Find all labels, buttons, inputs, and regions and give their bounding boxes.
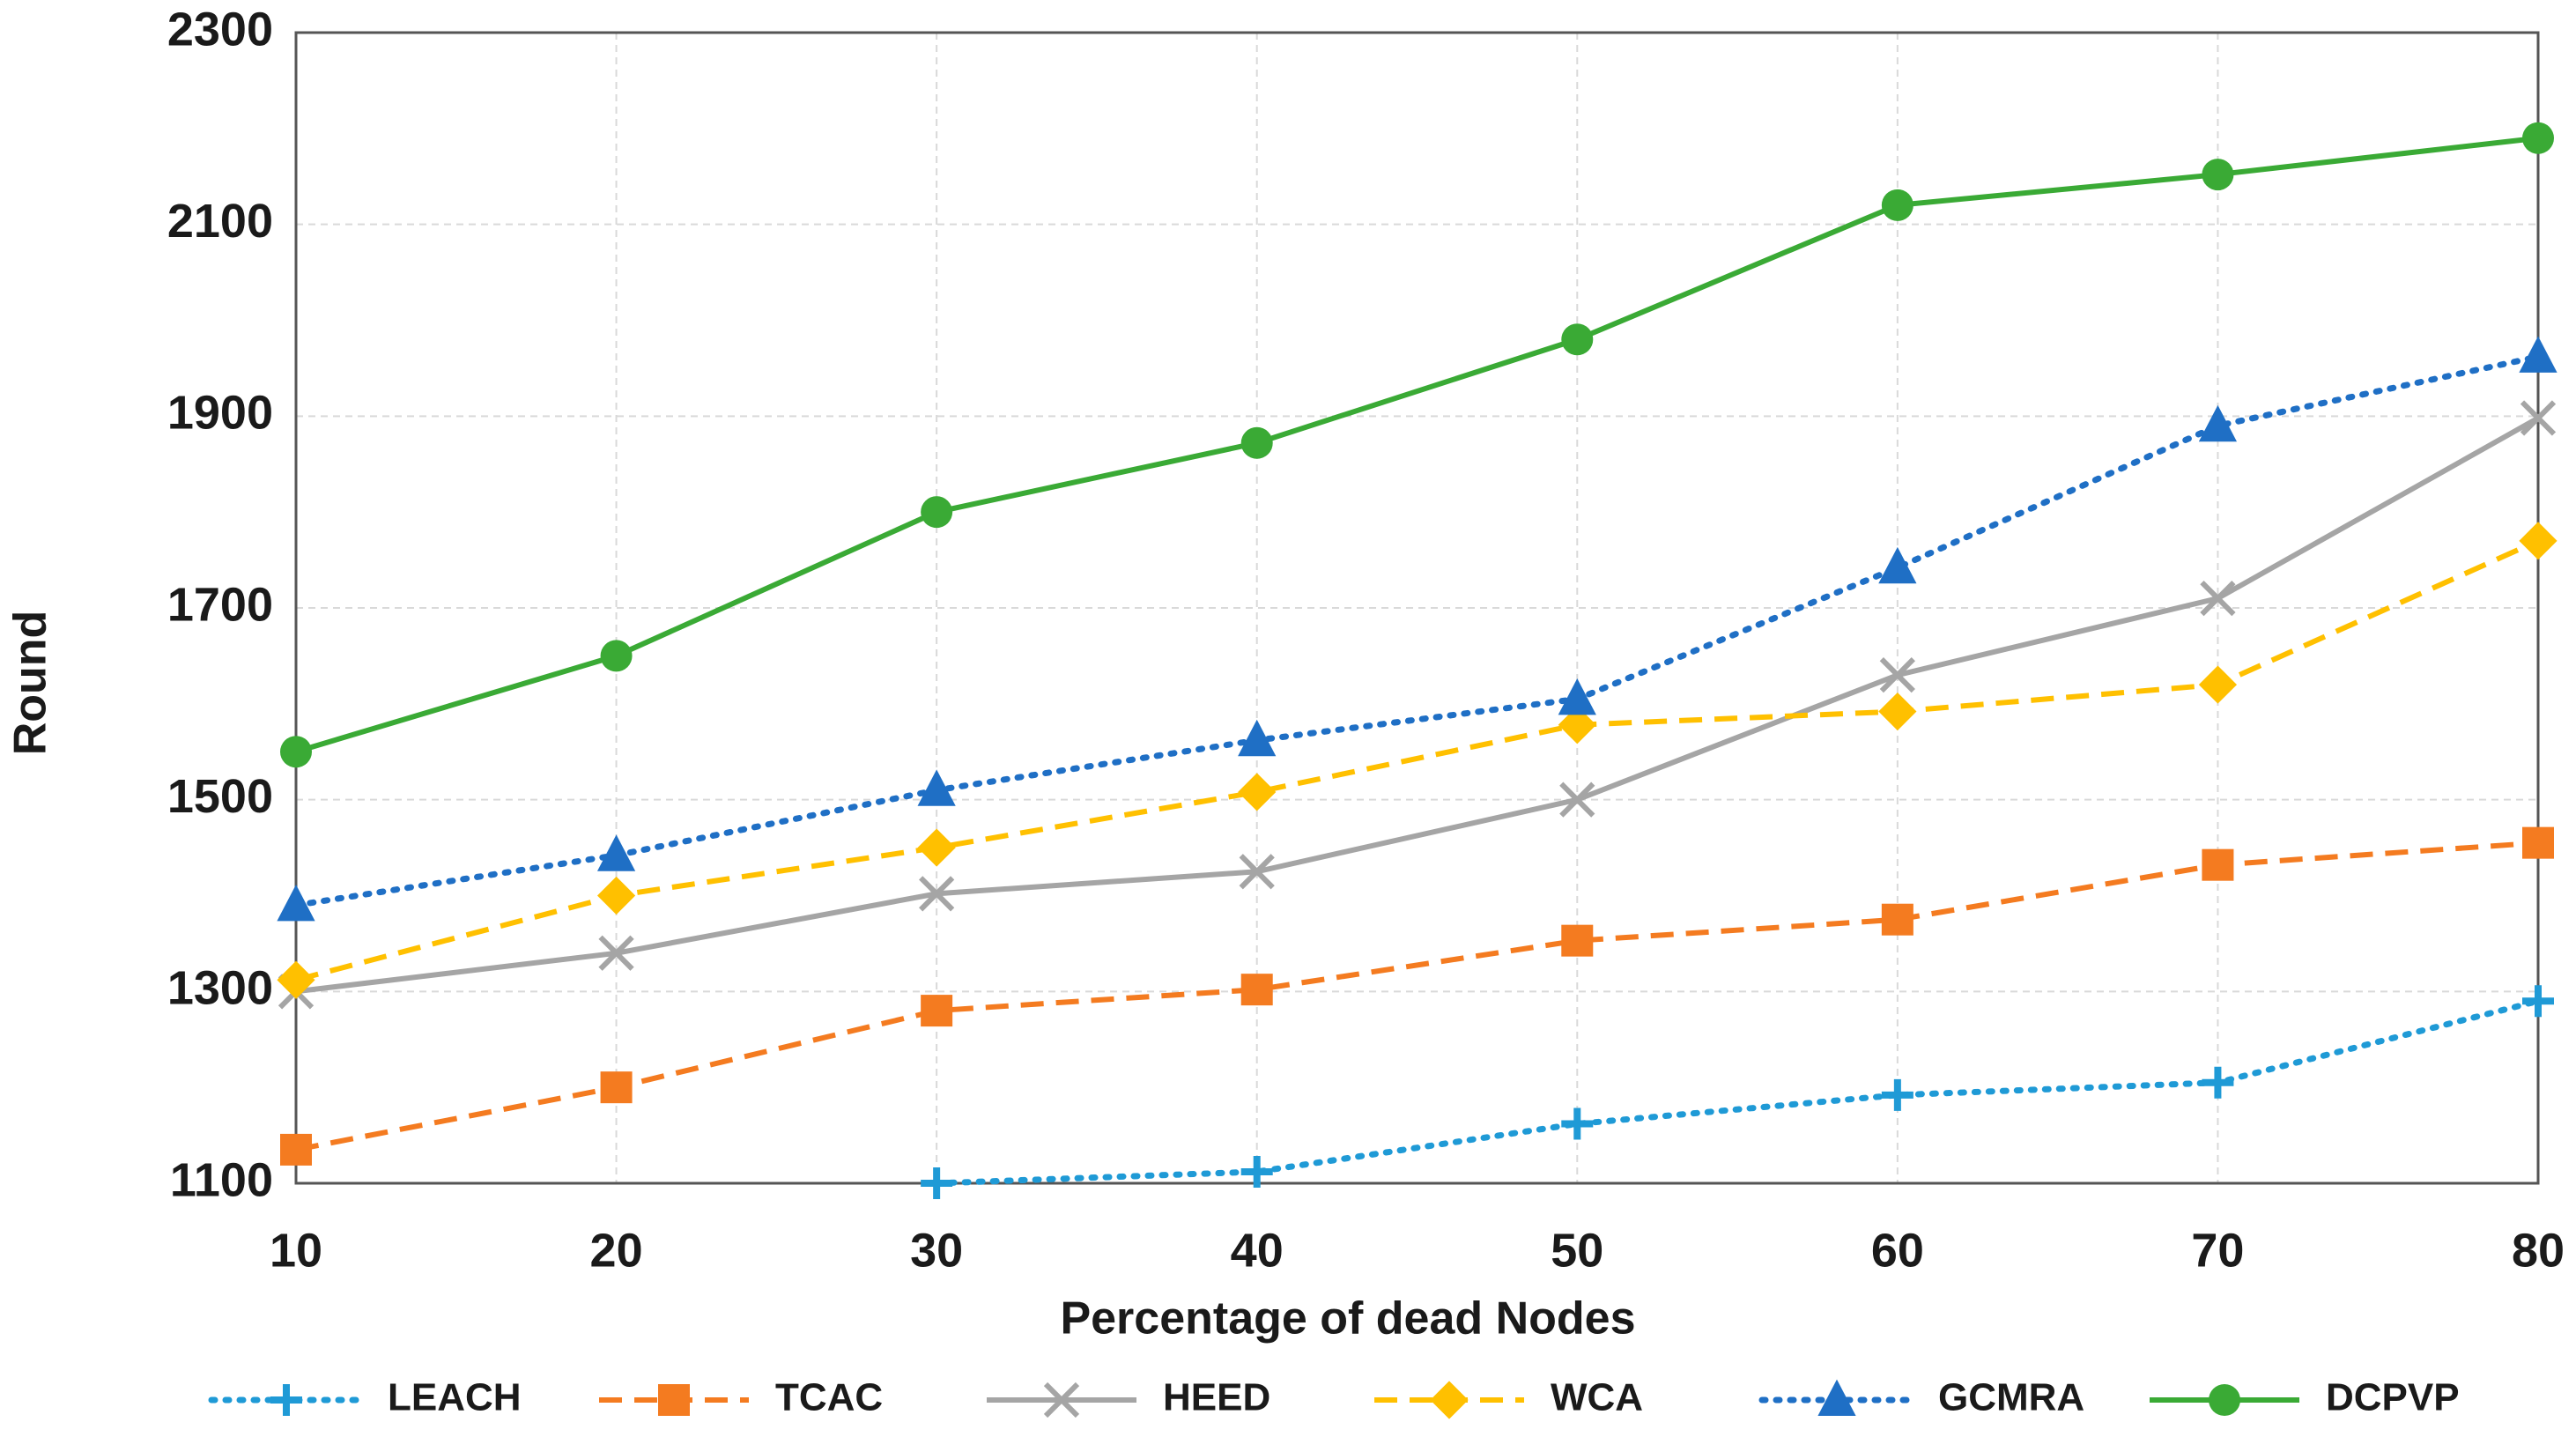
marker [1561, 924, 1594, 957]
x-tick-label: 40 [1231, 1224, 1284, 1277]
marker [1239, 854, 1275, 890]
x-tick-label: 30 [910, 1224, 963, 1277]
marker [1879, 657, 1915, 693]
y-tick-label: 2100 [167, 195, 273, 248]
marker [600, 1071, 633, 1104]
legend-item: LEACH [208, 1376, 522, 1419]
marker [1881, 189, 1913, 221]
y-tick-label: 1500 [167, 770, 273, 823]
marker [2198, 404, 2238, 442]
marker [2522, 985, 2554, 1018]
marker [1881, 903, 1913, 936]
marker [277, 884, 315, 922]
series-line [295, 135, 2539, 755]
marker [658, 1384, 690, 1416]
marker [917, 828, 956, 867]
marker [1558, 678, 1596, 715]
marker [1561, 323, 1594, 356]
x-tick-label: 80 [2512, 1224, 2565, 1277]
series-line [295, 415, 2540, 995]
y-tick-label: 1300 [167, 962, 273, 1015]
marker [596, 834, 636, 871]
legend-label: LEACH [388, 1376, 522, 1419]
marker [1817, 1379, 1856, 1416]
marker [2209, 1384, 2240, 1416]
marker [2519, 522, 2557, 560]
legend-item: HEED [987, 1376, 1270, 1419]
marker [1878, 546, 1917, 584]
marker [2198, 665, 2238, 704]
marker [921, 496, 953, 529]
marker [1878, 692, 1917, 731]
marker [1238, 719, 1277, 757]
marker [1240, 974, 1273, 1006]
marker [1559, 781, 1595, 818]
legend-label: TCAC [775, 1376, 883, 1419]
marker [921, 995, 953, 1027]
legend-item: GCMRA [1758, 1376, 2084, 1419]
legend-label: GCMRA [1938, 1376, 2084, 1419]
legend-item: TCAC [599, 1376, 883, 1419]
series-line [292, 353, 2542, 908]
marker [921, 1167, 953, 1199]
legend-label: WCA [1551, 1376, 1643, 1419]
marker [1558, 706, 1596, 744]
marker [1881, 1078, 1913, 1111]
marker [1240, 1155, 1273, 1188]
marker [2522, 122, 2554, 154]
legend-item: WCA [1374, 1376, 1643, 1419]
legend-label: DCPVP [2326, 1376, 2460, 1419]
x-tick-label: 50 [1551, 1224, 1603, 1277]
series-line [295, 840, 2539, 1152]
marker [596, 876, 636, 915]
marker [280, 1133, 312, 1166]
x-tick-label: 70 [2191, 1224, 2244, 1277]
marker [1430, 1381, 1469, 1419]
marker [2200, 580, 2236, 617]
marker [2519, 336, 2557, 373]
x-axis-title: Percentage of dead Nodes [1060, 1293, 1635, 1344]
marker [919, 876, 955, 912]
marker [2520, 400, 2557, 436]
marker [270, 1384, 302, 1416]
marker [1240, 426, 1273, 459]
y-tick-label: 1900 [167, 387, 273, 440]
marker [2202, 848, 2234, 881]
x-tick-label: 60 [1871, 1224, 1924, 1277]
x-tick-label: 10 [270, 1224, 322, 1277]
marker [2202, 159, 2234, 191]
marker [280, 736, 312, 768]
x-tick-label: 20 [590, 1224, 643, 1277]
series-line [295, 538, 2540, 983]
marker [2522, 826, 2554, 859]
plot-frame [294, 31, 2540, 1185]
y-tick-label: 1100 [170, 1153, 273, 1206]
marker [600, 640, 633, 672]
legend-label: HEED [1163, 1376, 1270, 1419]
marker [2202, 1066, 2234, 1099]
y-tick-label: 1700 [167, 578, 273, 631]
y-tick-label: 2300 [167, 3, 273, 56]
legend-item: DCPVP [2150, 1376, 2460, 1419]
marker [917, 769, 956, 806]
marker [1043, 1381, 1080, 1418]
marker [277, 960, 315, 999]
marker [1561, 1107, 1594, 1140]
marker [598, 935, 634, 971]
marker [1238, 773, 1277, 811]
y-axis-title: Round [5, 611, 56, 756]
series-line [933, 997, 2542, 1187]
